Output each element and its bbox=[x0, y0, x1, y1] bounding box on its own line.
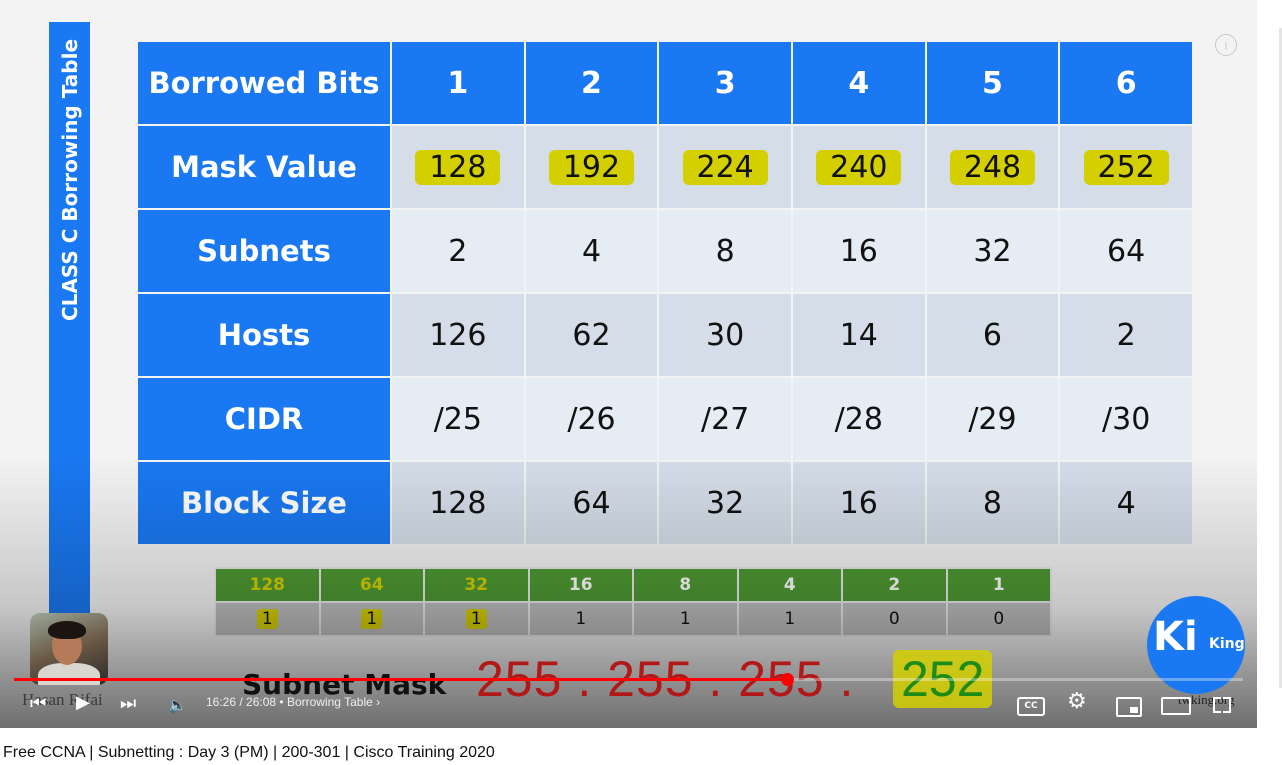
table-cell: 252 bbox=[1058, 124, 1194, 210]
play-icon: ▶ bbox=[76, 692, 90, 713]
fullscreen-button[interactable] bbox=[1213, 697, 1231, 713]
table-cell: 126 bbox=[390, 292, 526, 378]
table-cell: 62 bbox=[523, 292, 660, 378]
table-cell: 192 bbox=[523, 124, 660, 210]
table-header-cell: 4 bbox=[790, 40, 927, 126]
table-cell: 4 bbox=[523, 208, 660, 294]
table-header-cell: 5 bbox=[924, 40, 1061, 126]
side-banner-title: CLASS C Borrowing Table bbox=[58, 38, 82, 322]
row-label: Subnets bbox=[136, 208, 392, 294]
table-cell: 248 bbox=[924, 124, 1061, 210]
table-header-cell: 2 bbox=[523, 40, 660, 126]
presenter-hair bbox=[48, 621, 86, 639]
chevron-right-icon: › bbox=[376, 695, 381, 709]
progress-bar[interactable] bbox=[14, 673, 1243, 686]
time-display: 16:26 / 26:08 • Borrowing Table › bbox=[206, 695, 380, 709]
row-label: Mask Value bbox=[136, 124, 392, 210]
gear-icon: ⚙ bbox=[1067, 689, 1087, 714]
table-cell: 14 bbox=[790, 292, 927, 378]
cc-button[interactable]: CC bbox=[1017, 697, 1045, 716]
info-icon[interactable]: i bbox=[1215, 34, 1237, 56]
table-header-row: Borrowed Bits 1 2 3 4 5 6 bbox=[136, 40, 1194, 126]
highlighted-value: 192 bbox=[548, 149, 635, 185]
fullscreen-icon bbox=[1223, 705, 1231, 713]
table-cell: 16 bbox=[790, 208, 927, 294]
table-cell: 8 bbox=[657, 208, 793, 294]
table-cell: /29 bbox=[924, 376, 1061, 462]
table-cell: 32 bbox=[924, 208, 1061, 294]
table-cell: 128 bbox=[390, 124, 526, 210]
table-cell: 30 bbox=[657, 292, 793, 378]
sidebar-edge bbox=[1279, 28, 1282, 688]
next-button[interactable]: ⏭ bbox=[120, 695, 136, 713]
progress-fill bbox=[14, 678, 788, 681]
row-label: CIDR bbox=[136, 376, 392, 462]
row-label: Hosts bbox=[136, 292, 392, 378]
table-cell: 224 bbox=[657, 124, 793, 210]
table-row: Hosts 126 62 30 14 6 2 bbox=[136, 292, 1194, 378]
presenter-shirt bbox=[38, 663, 100, 685]
table-cell: 64 bbox=[1058, 208, 1194, 294]
fullscreen-icon bbox=[1223, 697, 1231, 705]
theater-button[interactable] bbox=[1161, 697, 1191, 715]
video-player[interactable]: i CLASS C Borrowing Table Borrowed Bits … bbox=[0, 0, 1257, 728]
miniplayer-icon bbox=[1130, 707, 1138, 713]
table-row: Subnets 2 4 8 16 32 64 bbox=[136, 208, 1194, 294]
table-cell: 6 bbox=[924, 292, 1061, 378]
scrubber-handle[interactable] bbox=[781, 673, 795, 686]
fullscreen-icon bbox=[1213, 705, 1221, 713]
chapter-button[interactable]: Borrowing Table bbox=[286, 695, 373, 709]
volume-icon: 🔈 bbox=[168, 696, 187, 714]
time-text: 16:26 / 26:08 bbox=[206, 695, 277, 709]
table-cell: /28 bbox=[790, 376, 927, 462]
prev-icon: ⏮ bbox=[30, 693, 47, 714]
subnet-mask-label: Subnet Mask bbox=[242, 668, 447, 701]
presenter-webcam bbox=[30, 613, 108, 685]
highlighted-value: 240 bbox=[816, 149, 902, 185]
settings-button[interactable]: ⚙ bbox=[1067, 691, 1087, 713]
subnet-mask-last-octet: 252 bbox=[893, 650, 993, 708]
highlighted-value: 128 bbox=[415, 149, 501, 185]
table-cell: /25 bbox=[390, 376, 526, 462]
video-title: Free CCNA | Subnetting : Day 3 (PM) | 20… bbox=[3, 744, 495, 761]
logo: Ki King bbox=[1147, 596, 1245, 694]
controls-gradient bbox=[0, 455, 1257, 728]
volume-button[interactable]: 🔈 bbox=[168, 696, 187, 714]
separator-dot: • bbox=[279, 695, 287, 709]
logo-subtext: King bbox=[1209, 636, 1245, 652]
prev-button[interactable]: ⏮ bbox=[30, 695, 46, 713]
fullscreen-icon bbox=[1213, 697, 1221, 705]
table-cell: 2 bbox=[1058, 292, 1194, 378]
table-header-cell: 3 bbox=[657, 40, 793, 126]
play-button[interactable]: ▶ bbox=[76, 694, 90, 712]
table-header-cell: 6 bbox=[1058, 40, 1194, 126]
table-cell: 2 bbox=[390, 208, 526, 294]
presenter-name: Hasan Rifai bbox=[22, 690, 103, 709]
logo-text: Ki bbox=[1153, 614, 1198, 660]
site-label: twking.org bbox=[1178, 692, 1235, 707]
highlighted-value: 224 bbox=[682, 149, 768, 185]
miniplayer-button[interactable] bbox=[1116, 697, 1142, 717]
table-cell: /30 bbox=[1058, 376, 1194, 462]
highlighted-value: 248 bbox=[949, 149, 1036, 185]
highlighted-value: 252 bbox=[1083, 149, 1169, 185]
table-header-cell: Borrowed Bits bbox=[136, 40, 392, 126]
table-cell: 240 bbox=[790, 124, 927, 210]
table-cell: /26 bbox=[523, 376, 660, 462]
table-cell: /27 bbox=[657, 376, 793, 462]
table-row: CIDR /25 /26 /27 /28 /29 /30 bbox=[136, 376, 1194, 462]
next-icon: ⏭ bbox=[120, 693, 137, 714]
table-header-cell: 1 bbox=[390, 40, 526, 126]
table-row: Mask Value 128 192 224 240 248 252 bbox=[136, 124, 1194, 210]
